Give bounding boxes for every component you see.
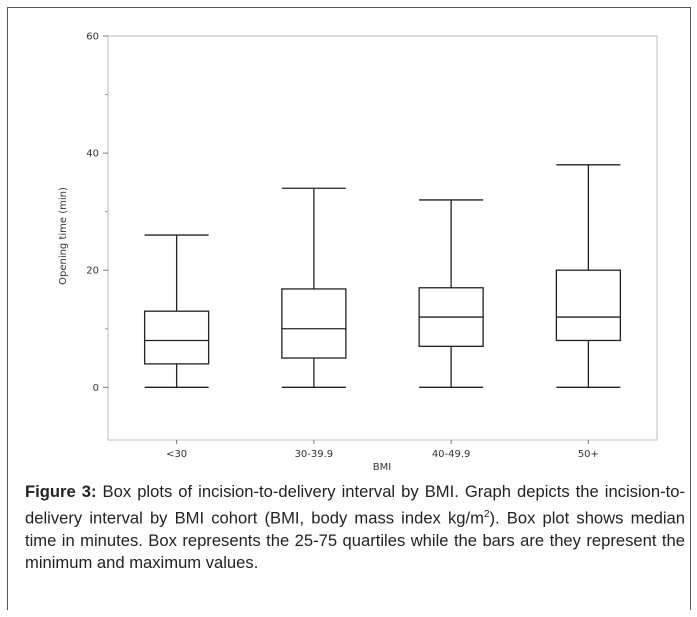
figure-caption: Figure 3: Box plots of incision-to-deliv… xyxy=(25,481,685,575)
x-tick-label: 40-49.9 xyxy=(432,449,471,460)
box-0 xyxy=(143,234,210,388)
iqr-box xyxy=(281,288,347,359)
y-tick-label: 40 xyxy=(86,149,99,160)
box-2 xyxy=(418,199,484,388)
caption-text: Box plots of incision-to-delivery interv… xyxy=(25,482,685,528)
figure-frame xyxy=(7,7,691,610)
caption-superscript: 2 xyxy=(483,508,490,520)
x-tick-label: 30-39.9 xyxy=(295,449,334,460)
plot-area xyxy=(107,35,658,441)
y-tick-label: 0 xyxy=(93,383,99,394)
x-axis: <30 30-39.9 40-49.9 50+ xyxy=(166,440,599,460)
caption-label: Figure 3: xyxy=(25,482,97,501)
y-tick-label: 60 xyxy=(86,32,99,43)
box-1 xyxy=(281,187,347,388)
box-plot-chart: 0 20 40 60 <30 30-39.9 40-49.9 50+ Opening tim… xyxy=(58,32,658,473)
iqr-box xyxy=(555,269,622,342)
y-axis-label: Opening time (min) xyxy=(58,187,69,285)
y-axis: 0 20 40 60 xyxy=(86,32,108,394)
caption-text-end: ). Box plot shows median time in minutes… xyxy=(25,508,686,573)
iqr-box xyxy=(143,310,210,365)
x-tick-label: <30 xyxy=(166,449,187,460)
boxes-group xyxy=(143,164,622,388)
x-tick-label: 50+ xyxy=(578,449,599,460)
x-axis-label: BMI xyxy=(373,462,391,473)
y-tick-label: 20 xyxy=(86,266,99,277)
box-3 xyxy=(555,164,622,388)
